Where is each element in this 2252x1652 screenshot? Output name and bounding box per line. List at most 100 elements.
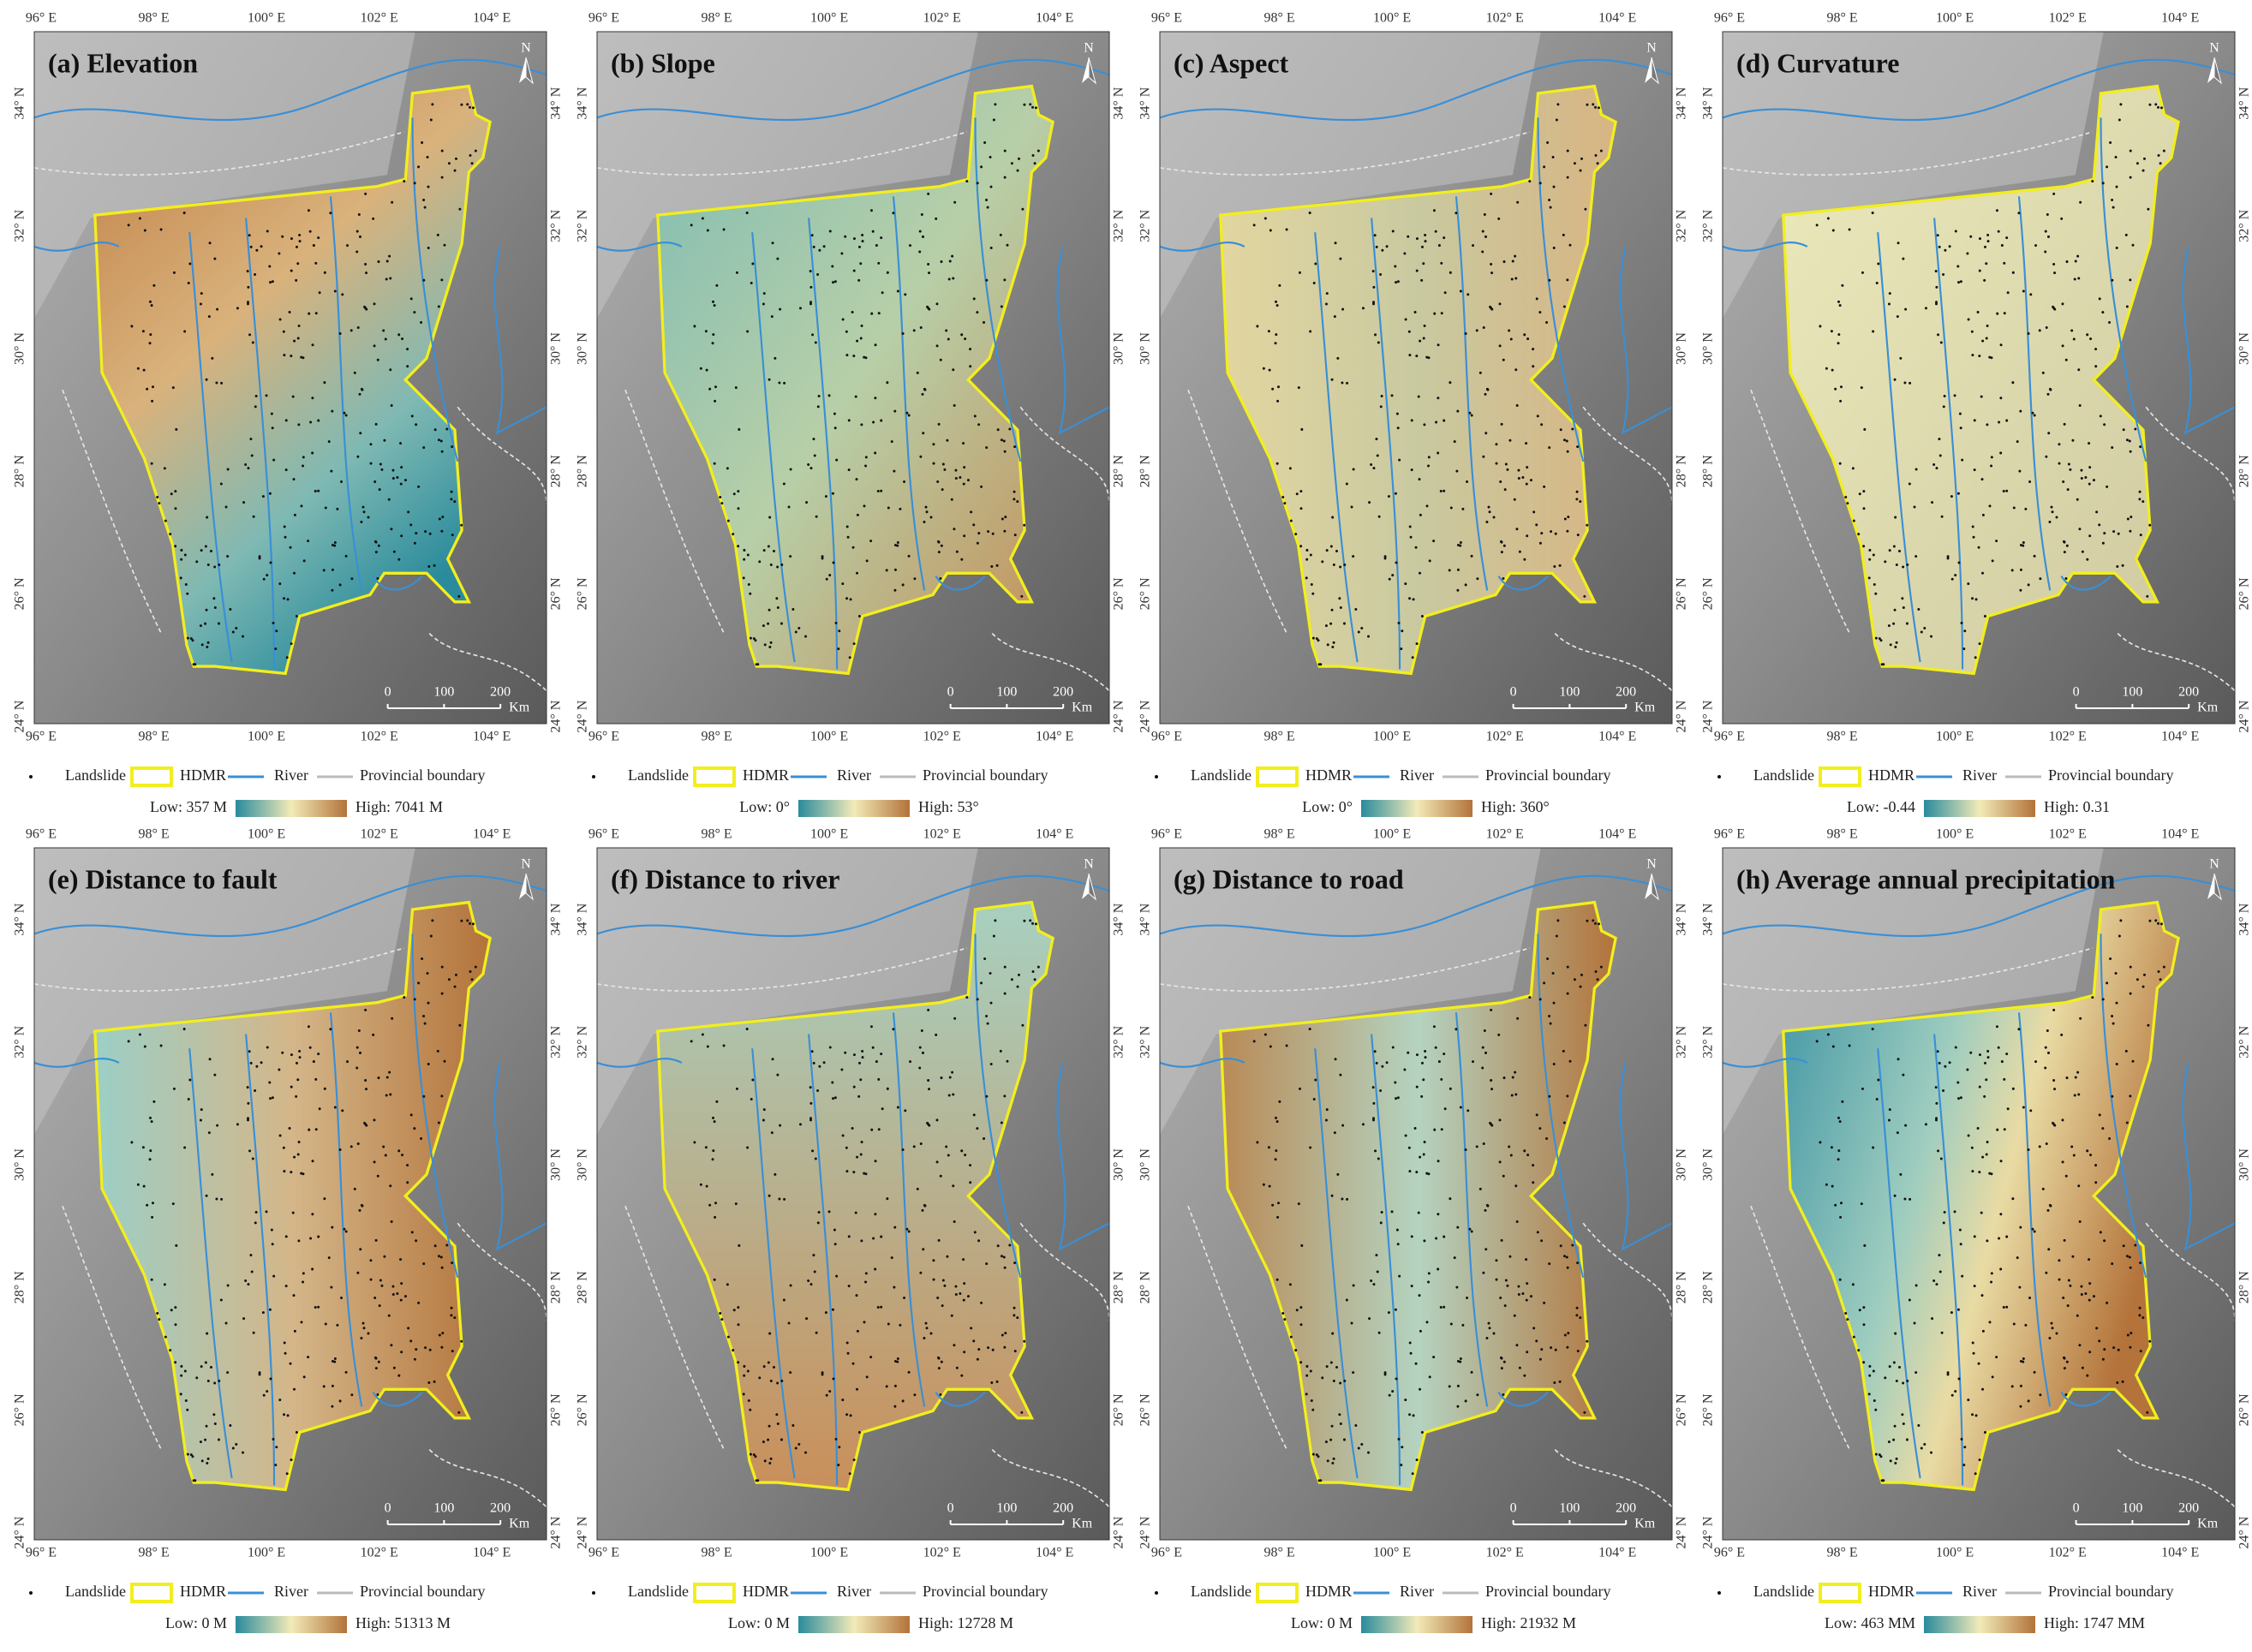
north-arrow (519, 57, 526, 83)
landslide-point (1999, 1267, 2003, 1271)
landslide-point (1424, 1049, 1427, 1053)
landslide-point (2052, 1121, 2055, 1124)
landslide-point (909, 244, 912, 248)
landslide-point (271, 426, 274, 430)
lat-label: 26° N (1701, 577, 1716, 610)
landslide-point (249, 1061, 253, 1065)
landslide-point (855, 478, 858, 481)
landslide-point (2065, 260, 2069, 264)
landslide-point (856, 513, 859, 516)
landslide-point (400, 1351, 403, 1354)
landslide-point (2109, 957, 2112, 961)
landslide-point (919, 455, 923, 458)
river (1723, 58, 2235, 122)
provincial-boundary (1160, 947, 1530, 993)
landslide-point (2073, 277, 2076, 281)
landslide-point (2162, 965, 2165, 969)
landslide-point (323, 1197, 326, 1201)
landslide-point (828, 1390, 832, 1393)
landslide-point (1338, 597, 1341, 600)
landslide-point (1988, 504, 1992, 508)
landslide-point (2138, 1306, 2141, 1309)
landslide-point (726, 519, 730, 522)
landslide-point (138, 1033, 141, 1036)
landslide-point (922, 432, 925, 435)
landslide-point (1984, 1061, 1986, 1065)
terrain-shade (34, 848, 415, 1135)
landslide-point (171, 1202, 175, 1206)
landslide-point (1893, 1424, 1897, 1428)
landslide-point (1884, 1376, 1887, 1380)
landslide-point (1305, 1364, 1309, 1368)
landslide-point (376, 358, 379, 361)
landslide-point (373, 302, 376, 306)
landslide-point (2101, 541, 2105, 545)
landslide-point (845, 330, 848, 333)
landslide-point (1425, 1321, 1429, 1324)
landslide-point (1437, 1267, 1440, 1271)
landslide-point (928, 1088, 931, 1091)
landslide-point (1499, 1356, 1502, 1359)
landslide-point (762, 549, 766, 552)
landslide-point (242, 501, 246, 504)
landslide-point (1341, 1124, 1345, 1127)
river (751, 232, 796, 663)
landslide-point (768, 378, 771, 381)
lat-label: 26° N (13, 577, 27, 610)
landslide-point (1495, 1278, 1498, 1281)
landslide-point (1584, 207, 1587, 211)
landslide-point (309, 420, 313, 424)
landslide-point (2010, 569, 2014, 572)
landslide-point (2046, 213, 2049, 217)
landslide-point (1953, 1210, 1956, 1214)
landslide-point (439, 1255, 443, 1259)
landslide-point (2031, 411, 2034, 414)
landslide-point (314, 1305, 317, 1309)
landslide-point (400, 534, 403, 538)
lat-label: 28° N (1138, 455, 1153, 487)
landslide-point (2067, 1279, 2070, 1282)
landslide-point (2098, 1339, 2101, 1343)
landslide-point (1331, 1332, 1335, 1335)
landslide-point (2130, 516, 2133, 519)
landslide-point (307, 209, 310, 212)
landslide-point (199, 1440, 202, 1444)
landslide-point (284, 535, 287, 539)
landslide-point (925, 1327, 929, 1330)
landslide-point (1339, 606, 1342, 610)
landslide-point (1556, 103, 1560, 106)
landslide-point (1461, 1323, 1465, 1327)
landslide-point (713, 1120, 716, 1124)
landslide-point (1977, 1362, 1980, 1365)
river (1537, 933, 1585, 1279)
landslide-point (1413, 311, 1417, 314)
landslide-point (1036, 149, 1040, 152)
landslide-point (344, 1370, 348, 1374)
lat-label: 26° N (549, 577, 564, 610)
landslide-point (283, 597, 286, 600)
scale-label: 200 (490, 685, 511, 700)
landslide-point (359, 432, 362, 435)
landslide-point (2072, 1154, 2076, 1157)
landslide-point (307, 540, 310, 543)
landslide-point (732, 533, 735, 536)
landslide-point (1437, 1213, 1440, 1216)
landslide-point (1459, 544, 1462, 547)
lat-label: 24° N (1701, 700, 1716, 732)
landslide-point (1923, 626, 1926, 629)
landslide-point (389, 368, 392, 372)
landslide-point (2011, 381, 2015, 385)
landslide-point (1508, 1255, 1512, 1258)
landslide-point (1506, 468, 1509, 471)
landslide-point (2027, 1399, 2030, 1403)
landslide-point (1326, 1459, 1329, 1463)
landslide-point (955, 1366, 959, 1369)
lon-label: 100° E (1936, 730, 1974, 744)
landslide-point (296, 1153, 300, 1156)
landslide-point (2086, 333, 2089, 337)
landslide-point (953, 1220, 956, 1223)
landslide-point (1904, 307, 1908, 311)
landslide-point (874, 343, 877, 347)
landslide-point (960, 333, 964, 337)
landslide-point (2091, 180, 2094, 183)
